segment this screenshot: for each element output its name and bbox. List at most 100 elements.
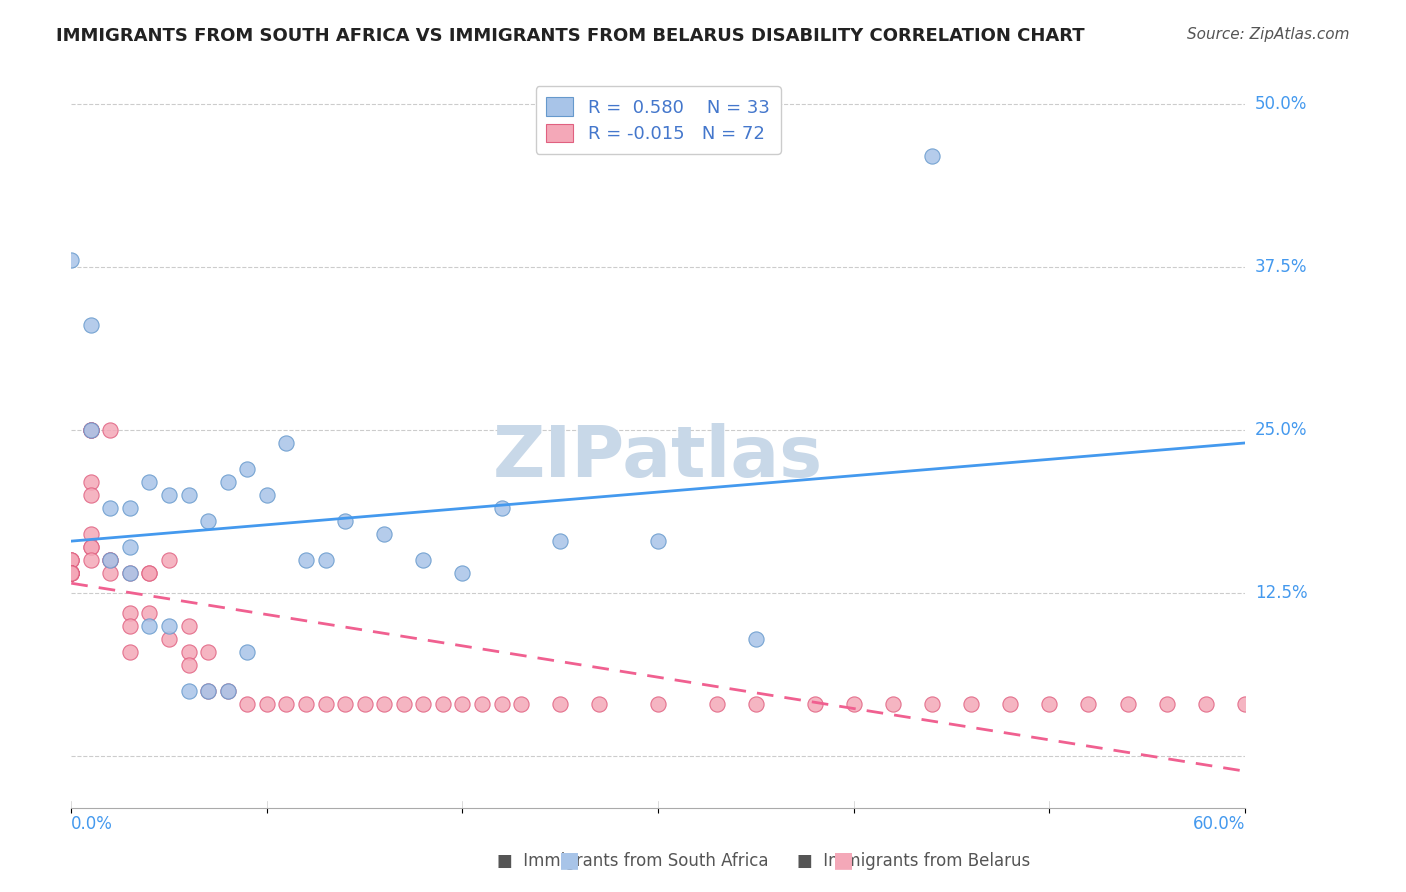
Point xyxy=(80,541,103,555)
Point xyxy=(236,645,259,659)
Point xyxy=(157,488,180,502)
Text: 25.0%: 25.0% xyxy=(1254,421,1308,439)
Point xyxy=(745,632,768,646)
Point xyxy=(60,566,83,581)
Point xyxy=(471,697,494,711)
Point xyxy=(217,683,239,698)
Point xyxy=(373,527,395,541)
Point xyxy=(960,697,983,711)
Point xyxy=(647,697,669,711)
Point xyxy=(157,618,180,632)
Point xyxy=(491,697,513,711)
Point xyxy=(412,553,434,567)
Point xyxy=(138,566,160,581)
Text: 37.5%: 37.5% xyxy=(1254,258,1308,276)
Point xyxy=(197,645,219,659)
Point xyxy=(98,553,121,567)
Point xyxy=(177,488,200,502)
Point xyxy=(60,566,83,581)
Point xyxy=(60,566,83,581)
Point xyxy=(1038,697,1060,711)
Point xyxy=(98,553,121,567)
Point xyxy=(138,566,160,581)
Point xyxy=(333,697,356,711)
Point xyxy=(276,697,298,711)
Text: Source: ZipAtlas.com: Source: ZipAtlas.com xyxy=(1187,27,1350,42)
Point xyxy=(118,566,141,581)
Point xyxy=(80,423,103,437)
Point xyxy=(706,697,728,711)
Point xyxy=(60,566,83,581)
Text: ■: ■ xyxy=(834,850,853,870)
Point xyxy=(80,527,103,541)
Point xyxy=(1156,697,1178,711)
Point xyxy=(80,541,103,555)
Point xyxy=(921,697,943,711)
Point xyxy=(1116,697,1139,711)
Point xyxy=(98,501,121,516)
Point xyxy=(588,697,610,711)
Point xyxy=(392,697,415,711)
Point xyxy=(236,462,259,476)
Point xyxy=(647,533,669,548)
Point xyxy=(315,553,337,567)
Text: ■  Immigrants from Belarus: ■ Immigrants from Belarus xyxy=(797,852,1031,870)
Point xyxy=(118,566,141,581)
Text: 50.0%: 50.0% xyxy=(1254,95,1308,112)
Point xyxy=(98,566,121,581)
Point xyxy=(373,697,395,711)
Point xyxy=(548,533,571,548)
Point xyxy=(315,697,337,711)
Point xyxy=(60,553,83,567)
Point xyxy=(882,697,904,711)
Point xyxy=(217,683,239,698)
Legend: R =  0.580    N = 33, R = -0.015   N = 72: R = 0.580 N = 33, R = -0.015 N = 72 xyxy=(536,87,780,154)
Point xyxy=(118,541,141,555)
Point xyxy=(1195,697,1218,711)
Point xyxy=(177,683,200,698)
Point xyxy=(333,514,356,528)
Point xyxy=(256,488,278,502)
Point xyxy=(138,475,160,489)
Point xyxy=(177,657,200,672)
Point xyxy=(118,606,141,620)
Point xyxy=(118,645,141,659)
Point xyxy=(60,553,83,567)
Point xyxy=(80,423,103,437)
Point xyxy=(803,697,825,711)
Point xyxy=(138,618,160,632)
Point xyxy=(295,553,318,567)
Point xyxy=(197,514,219,528)
Point xyxy=(80,423,103,437)
Point xyxy=(217,475,239,489)
Point xyxy=(451,697,474,711)
Point xyxy=(177,618,200,632)
Point xyxy=(197,683,219,698)
Text: ■  Immigrants from South Africa: ■ Immigrants from South Africa xyxy=(496,852,769,870)
Point xyxy=(1233,697,1256,711)
Point xyxy=(80,318,103,333)
Point xyxy=(60,566,83,581)
Point xyxy=(921,149,943,163)
Point xyxy=(60,566,83,581)
Point xyxy=(80,423,103,437)
Point xyxy=(80,475,103,489)
Point xyxy=(60,566,83,581)
Point xyxy=(256,697,278,711)
Point xyxy=(98,553,121,567)
Point xyxy=(432,697,454,711)
Point xyxy=(1077,697,1099,711)
Point xyxy=(60,566,83,581)
Point xyxy=(98,423,121,437)
Point xyxy=(745,697,768,711)
Point xyxy=(60,566,83,581)
Point xyxy=(177,645,200,659)
Point xyxy=(157,553,180,567)
Point xyxy=(491,501,513,516)
Point xyxy=(842,697,865,711)
Point xyxy=(118,618,141,632)
Point xyxy=(998,697,1021,711)
Point xyxy=(80,553,103,567)
Text: ■: ■ xyxy=(560,850,579,870)
Point xyxy=(118,501,141,516)
